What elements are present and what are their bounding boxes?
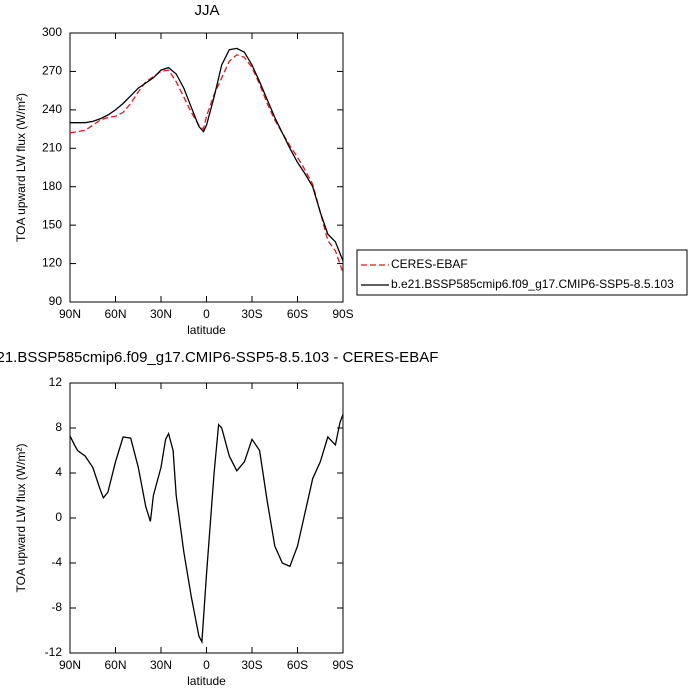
plot-frame — [69, 32, 344, 303]
x-tick-label: 90N — [59, 307, 81, 321]
y-axis-label: TOA upward LW flux (W/m²) — [14, 93, 28, 242]
plot-frame — [69, 382, 344, 654]
y-tick-label: 180 — [42, 179, 62, 193]
x-tick-label: 30N — [150, 658, 172, 672]
y-tick-label: 150 — [42, 217, 62, 231]
legend-box — [356, 249, 688, 296]
y-tick-label: 12 — [49, 375, 63, 389]
chart-title: b.e21.BSSP585cmip6.f09_g17.CMIP6-SSP5-8.… — [0, 349, 438, 366]
x-tick-label: 30S — [241, 307, 262, 321]
y-tick-label: -12 — [45, 645, 63, 659]
x-tick-label: 90N — [59, 658, 81, 672]
legend-label: CERES-EBAF — [391, 257, 468, 271]
x-tick-label: 60S — [287, 658, 308, 672]
y-tick-label: 90 — [49, 294, 63, 308]
x-tick-label: 0 — [203, 658, 210, 672]
x-tick-label: 60N — [104, 658, 126, 672]
x-tick-label: 30S — [241, 658, 262, 672]
y-tick-label: 0 — [55, 510, 62, 524]
x-tick-label: 90S — [332, 307, 353, 321]
legend-label: b.e21.BSSP585cmip6.f09_g17.CMIP6-SSP5-8.… — [391, 277, 674, 291]
y-tick-label: 240 — [42, 102, 62, 116]
y-tick-label: 8 — [55, 420, 62, 434]
series-line — [69, 414, 344, 645]
series-line — [69, 54, 344, 273]
y-tick-label: 300 — [42, 25, 62, 39]
x-tick-label: 60S — [287, 307, 308, 321]
x-tick-label: 30N — [150, 307, 172, 321]
x-tick-label: 60N — [104, 307, 126, 321]
y-tick-label: 210 — [42, 140, 62, 154]
y-tick-label: -8 — [51, 600, 62, 614]
series-line — [70, 47, 344, 262]
x-tick-label: 0 — [203, 307, 210, 321]
x-tick-label: 90S — [332, 658, 353, 672]
y-axis-label: TOA upward LW flux (W/m²) — [14, 444, 28, 593]
y-tick-label: 4 — [55, 465, 62, 479]
x-axis-label: latitude — [187, 323, 226, 337]
y-tick-label: -4 — [51, 555, 62, 569]
y-tick-label: 270 — [42, 64, 62, 78]
chart-title: JJA — [194, 2, 219, 19]
y-tick-label: 120 — [42, 256, 62, 270]
x-axis-label: latitude — [187, 674, 226, 688]
